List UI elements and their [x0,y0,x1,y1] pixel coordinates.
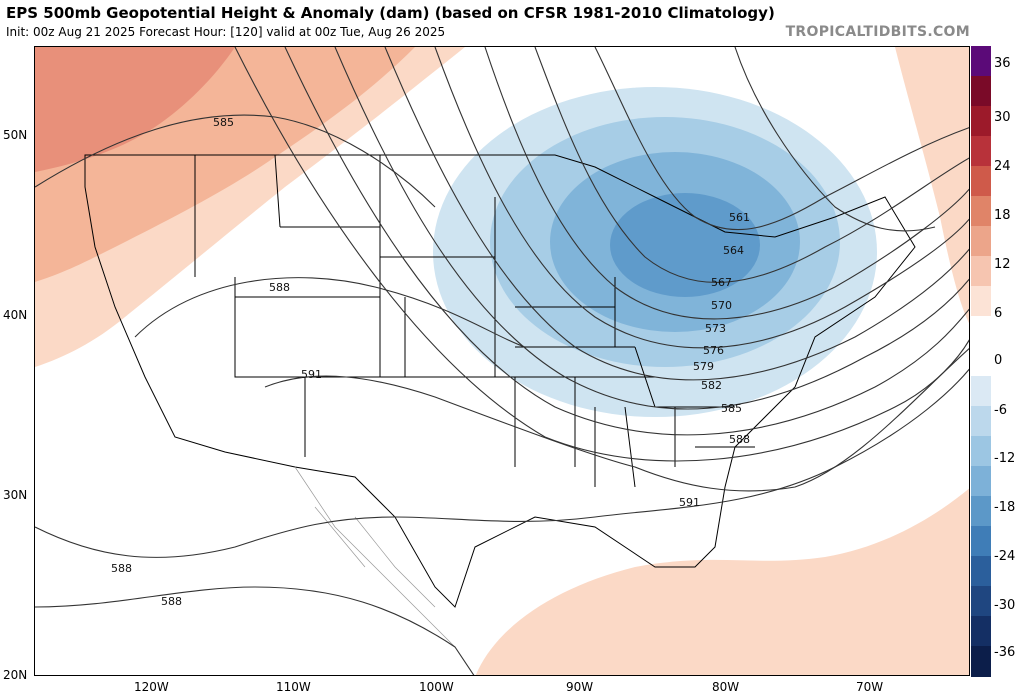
colorbar-tick-label: 12 [994,257,1011,272]
contour-label: 573 [705,322,726,335]
political-boundaries [84,154,916,608]
colorbar-tick-label: -12 [994,451,1016,466]
contour-label: 591 [301,368,322,381]
colorbar-cell [971,346,991,377]
contour-label: 585 [721,402,742,415]
colorbar-cell [971,106,991,137]
lat-label: 20N [3,668,28,682]
contour-label: 588 [161,595,182,608]
map-panel: 585 588 591 561 564 567 570 573 576 579 … [34,46,970,676]
anomaly-positive-northeast [895,47,969,324]
colorbar-cell [971,376,991,407]
contour-label: 579 [693,360,714,373]
lon-label: 80W [712,680,740,694]
colorbar-cell [971,46,991,77]
map-canvas: 585 588 591 561 564 567 570 573 576 579 … [35,47,969,675]
colorbar-tick-label: 18 [994,208,1011,223]
colorbar-cell [971,586,991,617]
lon-label: 100W [419,680,454,694]
contour-label: 567 [711,276,732,289]
colorbar-cell [971,76,991,107]
colorbar-cell [971,496,991,527]
colorbar-cell [971,526,991,557]
colorbar-cell [971,316,991,347]
colorbar-tick-label: 30 [994,110,1011,125]
colorbar-tick-label: 24 [994,159,1011,174]
colorbar-cell [971,466,991,497]
colorbar-tick-label: -18 [994,500,1016,515]
contour-label: 576 [703,344,724,357]
colorbar-tick-label: -36 [994,645,1016,660]
colorbar [971,46,991,677]
colorbar-tick-label: 0 [994,353,1003,368]
contour-label: 588 [729,433,750,446]
contour-labels: 585 588 591 561 564 567 570 573 576 579 … [111,116,750,608]
colorbar-cell [971,436,991,467]
height-contours [35,47,969,675]
lon-label: 70W [856,680,884,694]
map-title: EPS 500mb Geopotential Height & Anomaly … [6,4,775,22]
lat-label: 30N [3,488,28,502]
colorbar-cell [971,556,991,587]
contour-label: 591 [679,496,700,509]
colorbar-tick-label: 36 [994,56,1011,71]
contour-label: 588 [111,562,132,575]
colorbar-cell [971,196,991,227]
brand-watermark: TROPICALTIDBITS.COM [785,24,970,40]
colorbar-tick-label: -30 [994,598,1016,613]
anomaly-negative-4 [610,193,760,297]
colorbar-cell [971,406,991,437]
colorbar-cell [971,166,991,197]
contour-label: 561 [729,211,750,224]
colorbar-cell [971,646,991,677]
contour-label: 582 [701,379,722,392]
mexico-boundaries [294,466,456,648]
contour-label: 585 [213,116,234,129]
colorbar-tick-label: 6 [994,306,1003,321]
colorbar-cell [971,616,991,647]
lon-label: 120W [134,680,169,694]
colorbar-cell [971,286,991,317]
lon-label: 110W [276,680,311,694]
colorbar-tick-label: -24 [994,549,1016,564]
contour-label: 588 [269,281,290,294]
colorbar-cell [971,256,991,287]
lat-label: 50N [3,128,28,142]
anomaly-positive-west-3 [35,47,235,172]
lon-label: 90W [566,680,594,694]
contour-label: 564 [723,244,744,257]
lat-label: 40N [3,308,28,322]
contour-label: 570 [711,299,732,312]
colorbar-cell [971,226,991,257]
colorbar-cell [971,136,991,167]
colorbar-tick-label: -6 [994,403,1007,418]
map-subtitle: Init: 00z Aug 21 2025 Forecast Hour: [12… [6,25,446,39]
anomaly-positive-south [475,488,969,675]
